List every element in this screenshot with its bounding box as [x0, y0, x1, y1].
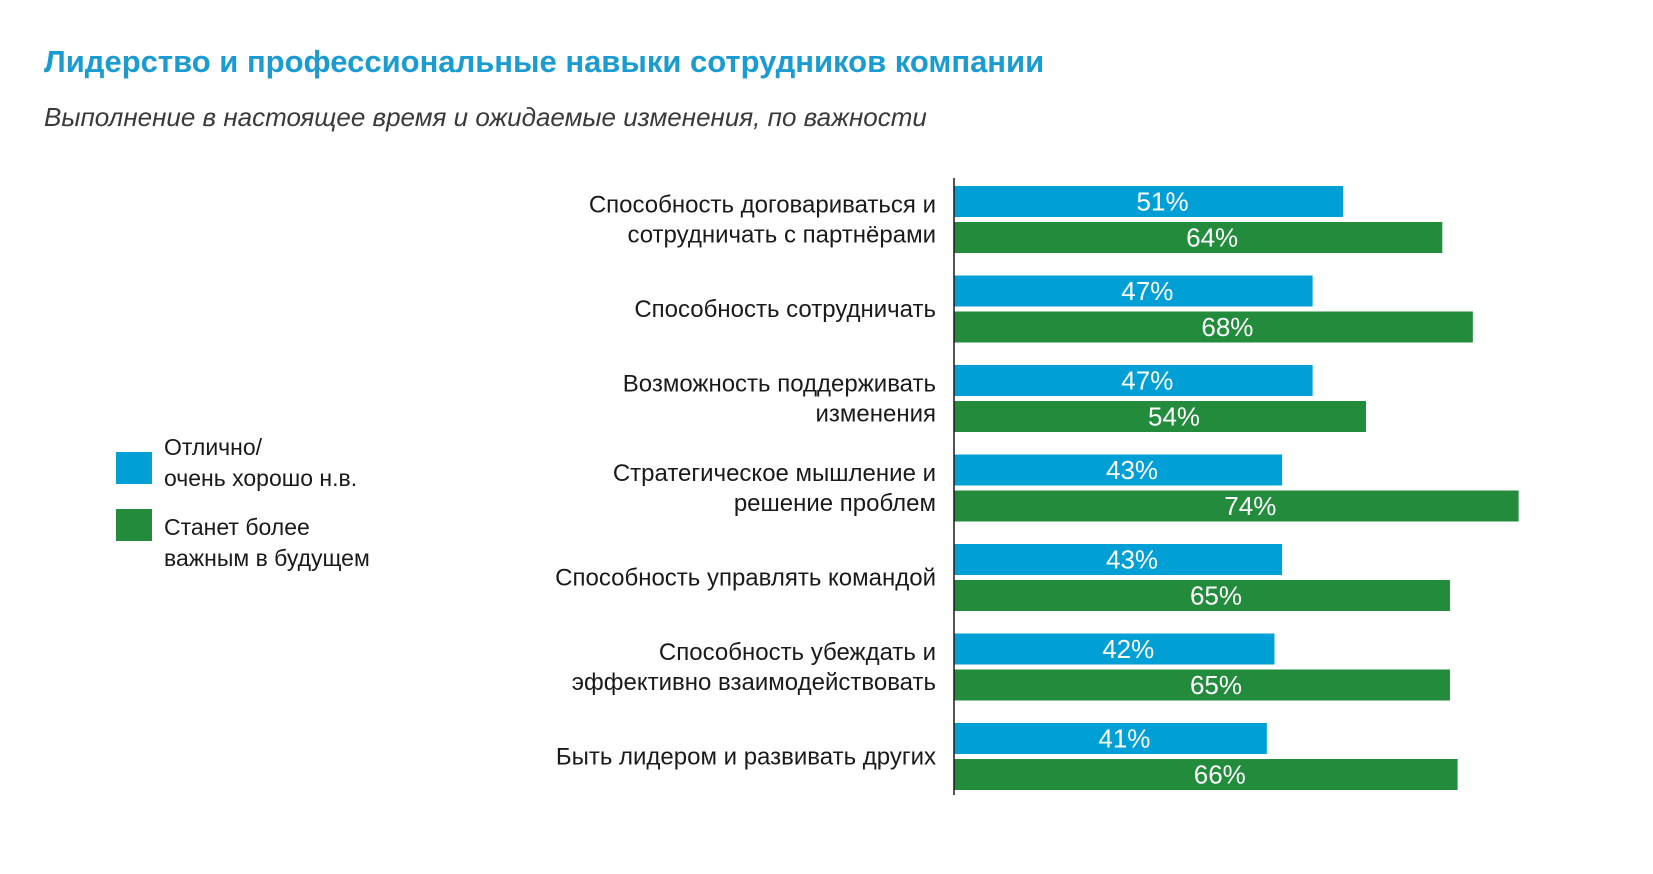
bar-future [954, 580, 1450, 611]
bar-group: Способность сотрудничать 47% 68% [634, 275, 1473, 343]
legend-swatch-future [116, 509, 152, 541]
legend-label-future: Станет более важным в будущем [164, 514, 370, 571]
bar-groups: Способность договариваться и сотрудничать… [555, 186, 1519, 790]
data-label: 43% [1106, 455, 1158, 485]
bar-future [954, 669, 1450, 701]
bar-future [954, 311, 1473, 343]
bar-future [954, 222, 1443, 253]
data-label: 66% [1194, 760, 1246, 790]
bar-current [954, 723, 1267, 754]
category-label-line: изменения [815, 401, 936, 428]
category-label-line: сотрудничать с партнёрами [627, 222, 936, 249]
bar-future [954, 401, 1367, 432]
data-label: 42% [1102, 634, 1154, 664]
data-label: 47% [1121, 276, 1173, 306]
category-label-line: Способность управлять командой [555, 565, 936, 592]
bar-future [954, 490, 1519, 522]
data-label: 65% [1190, 581, 1242, 611]
data-label: 54% [1148, 402, 1200, 432]
category-label: Способность управлять командой [555, 565, 936, 592]
bar-group: Стратегическое мышление и решение проблем… [613, 454, 1519, 522]
bar-current [954, 365, 1313, 396]
chart-subtitle: Выполнение в настоящее время и ожидаемые… [44, 102, 927, 132]
data-label: 51% [1137, 187, 1189, 217]
category-label-line: решение проблем [734, 490, 936, 517]
data-label: 41% [1098, 724, 1150, 754]
bar-current [954, 633, 1275, 665]
data-label: 65% [1190, 670, 1242, 700]
category-label-line: Способность сотрудничать [634, 296, 936, 323]
category-label-line: Способность договариваться и [589, 192, 936, 219]
legend-swatch-current [116, 452, 152, 484]
bar-current [954, 454, 1283, 486]
bar-group: Способность убеждать и эффективно взаимод… [572, 633, 1450, 701]
category-label-line: эффективно взаимодействовать [572, 669, 936, 696]
bar-future [954, 759, 1458, 790]
data-label: 43% [1106, 545, 1158, 575]
legend-label-current: Отлично/ очень хорошо н.в. [164, 434, 358, 491]
bar-group: Возможность поддерживать изменения 47% 54% [623, 365, 1367, 432]
chart-title: Лидерство и профессиональные навыки сотр… [44, 44, 1045, 79]
data-label: 47% [1121, 366, 1173, 396]
category-label: Стратегическое мышление и решение проблем [613, 460, 936, 517]
bar-current [954, 186, 1344, 217]
category-label-line: Способность убеждать и [659, 639, 936, 666]
bar-current [954, 275, 1313, 307]
category-label: Способность сотрудничать [634, 296, 936, 323]
category-label-line: Возможность поддерживать [623, 371, 936, 398]
data-label: 64% [1186, 223, 1238, 253]
category-label: Способность убеждать и эффективно взаимод… [572, 639, 936, 696]
bar-group: Способность управлять командой 43% 65% [555, 544, 1450, 611]
category-label: Быть лидером и развивать других [556, 744, 936, 771]
data-label: 68% [1201, 312, 1253, 342]
category-label-line: Стратегическое мышление и [613, 460, 936, 487]
category-label: Способность договариваться и сотрудничать… [589, 192, 936, 249]
bar-current [954, 544, 1283, 575]
category-label-line: Быть лидером и развивать других [556, 744, 936, 771]
bar-group: Способность договариваться и сотрудничать… [589, 186, 1443, 253]
category-label: Возможность поддерживать изменения [623, 371, 936, 428]
bar-group: Быть лидером и развивать других 41% 66% [556, 723, 1458, 790]
data-label: 74% [1224, 491, 1276, 521]
